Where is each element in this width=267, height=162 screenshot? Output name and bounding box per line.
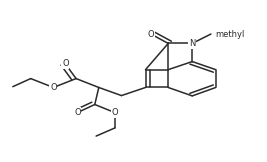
Text: O: O bbox=[148, 29, 154, 39]
Text: N: N bbox=[189, 39, 195, 48]
Text: methyl: methyl bbox=[215, 29, 244, 39]
Text: N: N bbox=[189, 39, 195, 48]
Text: O: O bbox=[74, 108, 81, 117]
Text: O: O bbox=[112, 108, 118, 117]
Text: O: O bbox=[62, 59, 69, 69]
Text: O: O bbox=[50, 83, 57, 92]
